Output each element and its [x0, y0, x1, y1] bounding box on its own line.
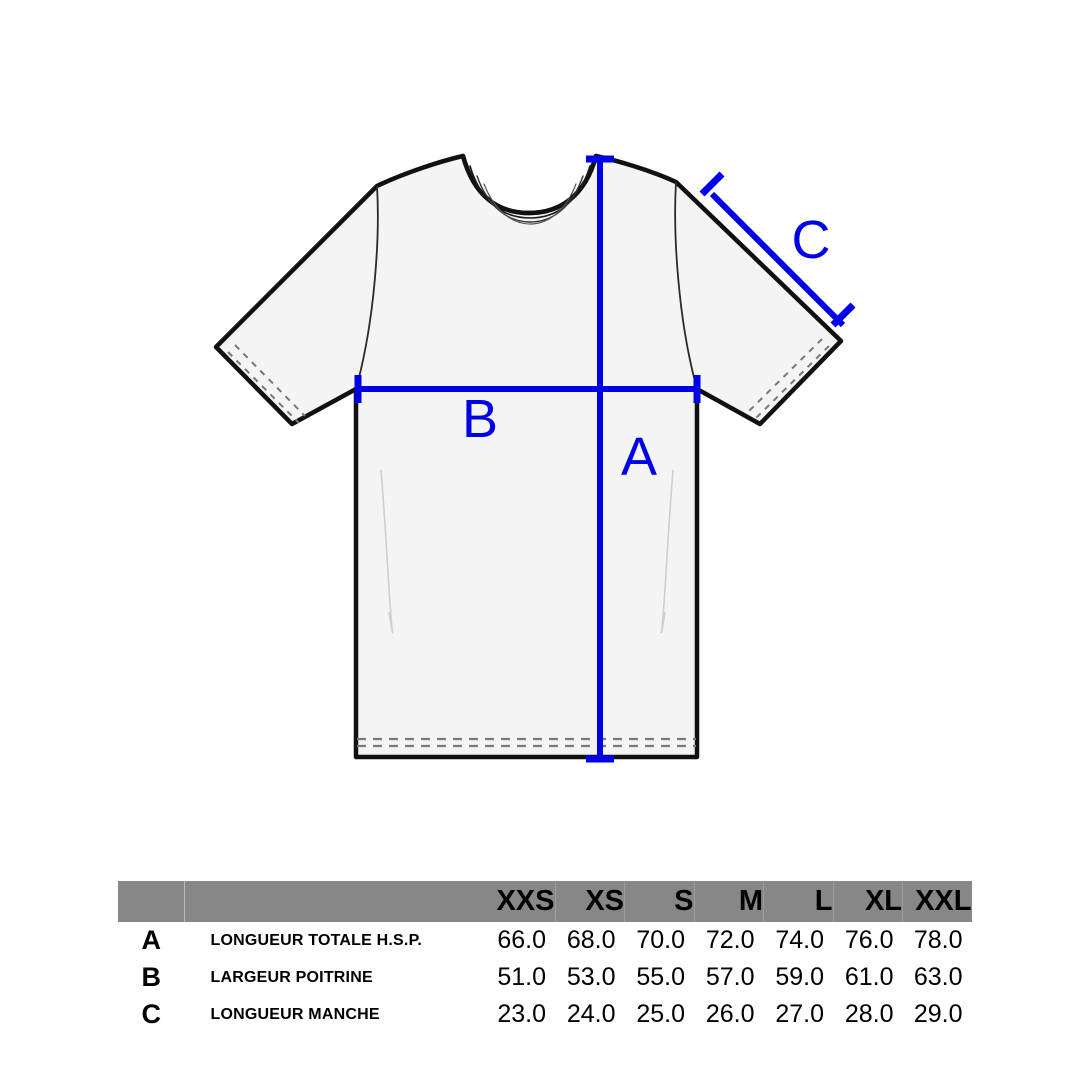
header-size-m: M: [694, 881, 764, 922]
row-b-value-xxs: 51.0: [497, 963, 546, 991]
row-c-value-xxs: 23.0: [497, 1000, 546, 1028]
row-c-value-xl: 28.0: [844, 1000, 894, 1028]
header-size-xl: XL: [833, 881, 903, 922]
row-a-value-s: 70.0: [636, 926, 685, 954]
row-b-value-l: 59.0: [775, 963, 824, 991]
row-b-value-xl: 61.0: [844, 963, 894, 991]
row-a-key: A: [141, 925, 162, 955]
header-size-xxs: XXS: [485, 881, 556, 922]
row-a-value-xxs: 66.0: [497, 926, 546, 954]
size-table-header-row: XXS XS S M L XL XXL: [118, 881, 972, 922]
table-row: B LARGEUR POITRINE 51.0 53.0 55.0 57.0 5…: [118, 959, 972, 996]
hem-stitching: [357, 737, 696, 748]
header-size-l: L: [763, 881, 834, 922]
measure-a-label: A: [621, 427, 657, 487]
row-a-value-xs: 68.0: [566, 926, 616, 954]
measure-c-sleeve-length: C: [699, 171, 856, 328]
row-b-key: B: [141, 962, 162, 992]
size-table-head: XXS XS S M L XL XXL: [118, 881, 972, 922]
measure-a-total-length: A: [586, 155, 657, 763]
measure-c-label: C: [792, 210, 831, 270]
row-a-value-l: 74.0: [775, 926, 824, 954]
measure-b-label: B: [462, 389, 498, 449]
row-b-value-s: 55.0: [636, 963, 685, 991]
header-desc-corner: [184, 881, 486, 922]
size-table-container: XXS XS S M L XL XXL A LONGUEUR TOTALE H.…: [118, 881, 972, 1033]
torso-drape-lines: [380, 469, 674, 634]
row-a-desc: LONGUEUR TOTALE H.S.P.: [210, 931, 423, 949]
row-c-value-xxl: 29.0: [913, 1000, 963, 1028]
row-c-desc: LONGUEUR MANCHE: [210, 1005, 380, 1023]
header-size-s: S: [624, 881, 695, 922]
row-c-value-l: 27.0: [775, 1000, 824, 1028]
row-b-desc: LARGEUR POITRINE: [210, 968, 373, 986]
row-b-value-m: 57.0: [705, 963, 755, 991]
armhole-seams: [355, 181, 698, 390]
tshirt-body-outline: [213, 153, 844, 760]
size-table-body: A LONGUEUR TOTALE H.S.P. 66.0 68.0 70.0 …: [118, 922, 972, 1033]
row-c-key: C: [141, 999, 162, 1029]
row-b-value-xxl: 63.0: [913, 963, 963, 991]
row-a-value-xxl: 78.0: [913, 926, 963, 954]
row-a-value-m: 72.0: [705, 926, 755, 954]
table-row: A LONGUEUR TOTALE H.S.P. 66.0 68.0 70.0 …: [118, 922, 972, 959]
row-c-value-s: 25.0: [636, 1000, 685, 1028]
tshirt-diagram: A B C: [213, 153, 856, 763]
sleeve-cuff-stitching: [227, 338, 830, 424]
row-b-value-xs: 53.0: [566, 963, 616, 991]
header-key-corner: [118, 881, 185, 922]
row-c-value-xs: 24.0: [566, 1000, 616, 1028]
row-a-value-xl: 76.0: [844, 926, 894, 954]
measure-b-chest-width: B: [354, 375, 701, 449]
size-table: XXS XS S M L XL XXL A LONGUEUR TOTALE H.…: [118, 881, 972, 1033]
table-row: C LONGUEUR MANCHE 23.0 24.0 25.0 26.0 27…: [118, 996, 972, 1033]
tshirt-silhouette: [213, 153, 844, 760]
collar-detail: [460, 153, 599, 225]
header-size-xs: XS: [555, 881, 625, 922]
row-c-value-m: 26.0: [705, 1000, 755, 1028]
header-size-xxl: XXL: [902, 881, 972, 922]
